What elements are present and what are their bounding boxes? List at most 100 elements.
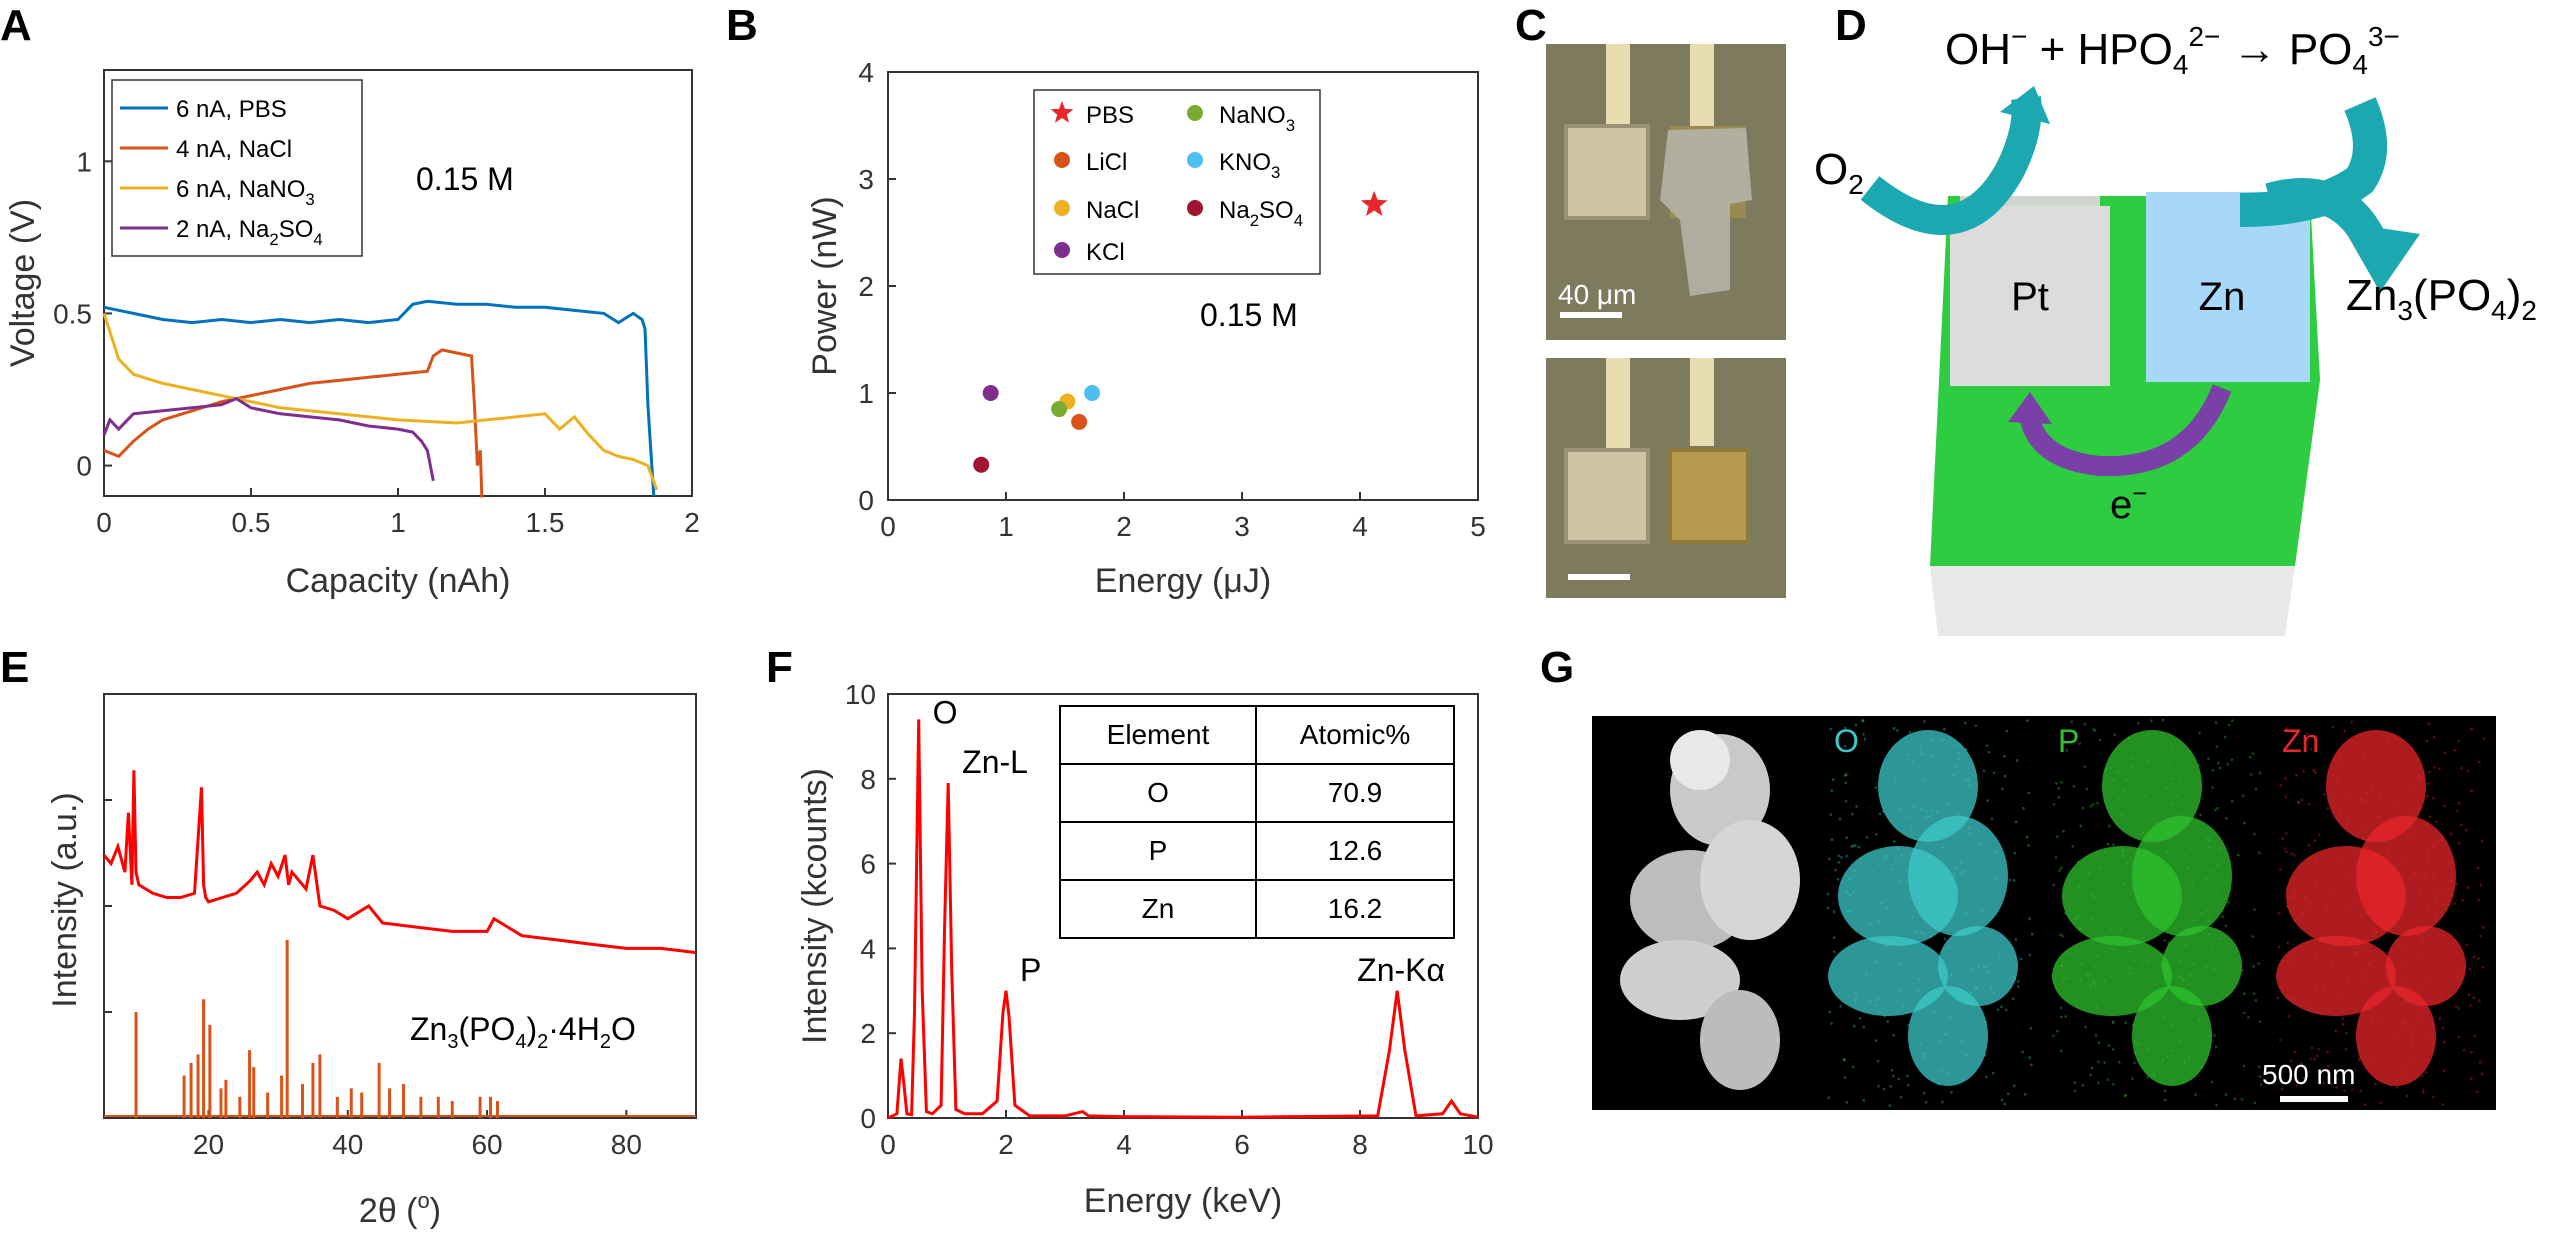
- eds-noise-dot: [2284, 777, 2287, 780]
- eds-noise-dot: [2420, 1074, 2424, 1078]
- eds-noise-dot: [2457, 739, 2461, 743]
- eds-noise-dot: [2207, 757, 2210, 761]
- eds-noise-dot: [2218, 766, 2222, 770]
- eds-noise-dot: [2194, 1093, 2197, 1097]
- eds-noise-dot: [2259, 1083, 2263, 1087]
- eds-noise-dot: [2258, 1075, 2262, 1079]
- eds-noise-dot: [2315, 1054, 2319, 1058]
- eds-noise-dot: [2249, 772, 2253, 776]
- eds-noise-dot: [1832, 910, 1836, 914]
- scale-bar-top: [1560, 312, 1622, 318]
- panel-f-xlabel: Energy (keV): [1084, 1182, 1282, 1220]
- eds-noise-dot: [2254, 998, 2258, 1002]
- panel-f-eds-spectrum: [887, 719, 1479, 1120]
- panel-b-legend-swatch: [1187, 105, 1203, 121]
- panel-a-legend-label: 2 nA, Na2SO4: [176, 216, 323, 249]
- top-right-electrode-lead: [1690, 44, 1714, 132]
- eds-noise-dot: [1838, 817, 1842, 821]
- eds-noise-dot: [2059, 1006, 2063, 1010]
- eds-noise-dot: [1832, 950, 1836, 954]
- eds-noise-dot: [2293, 1050, 2297, 1053]
- eds-noise-dot: [2434, 820, 2438, 824]
- eds-noise-dot: [1874, 786, 1878, 790]
- eds-noise-dot: [2163, 939, 2167, 942]
- eds-noise-dot: [2480, 839, 2484, 843]
- eds-noise-dot: [1862, 1099, 1866, 1102]
- eds-particle: [2356, 816, 2456, 936]
- eds-noise-dot: [2454, 1005, 2458, 1008]
- eds-noise-dot: [2000, 1098, 2004, 1102]
- top-deposit: [1660, 128, 1752, 296]
- eds-noise-dot: [2083, 722, 2087, 726]
- eds-noise-dot: [2092, 728, 2096, 731]
- eds-noise-dot: [1892, 1033, 1896, 1037]
- eds-noise-dot: [2022, 806, 2025, 810]
- eds-noise-dot: [2278, 868, 2282, 871]
- eds-noise-dot: [2221, 915, 2225, 919]
- eds-noise-dot: [2070, 720, 2074, 724]
- eds-noise-dot: [2008, 878, 2012, 882]
- eds-noise-dot: [2421, 1088, 2425, 1092]
- eds-noise-dot: [2027, 844, 2030, 847]
- eds-noise-dot: [1892, 840, 1896, 843]
- eds-noise-dot: [2442, 1069, 2446, 1072]
- panel-b-point-star: [1360, 190, 1388, 216]
- eds-noise-dot: [1943, 937, 1947, 941]
- eds-noise-dot: [2215, 745, 2219, 749]
- eds-noise-dot: [2227, 723, 2231, 727]
- eds-channel-label: O: [1834, 723, 1859, 759]
- panel-a-ytick-label: 0: [76, 451, 92, 482]
- electron-arrow-head: [2008, 392, 2052, 424]
- eds-noise-dot: [2052, 802, 2056, 806]
- panel-b-xtick-label: 0: [880, 511, 896, 542]
- eds-noise-dot: [2251, 935, 2255, 938]
- eds-noise-dot: [2313, 839, 2317, 843]
- eds-noise-dot: [1992, 771, 1996, 775]
- panel-letter-b: B: [726, 1, 758, 50]
- eds-noise-dot: [1845, 836, 1848, 840]
- eds-noise-dot: [1829, 727, 1833, 731]
- eds-noise-dot: [2211, 768, 2215, 772]
- eds-noise-dot: [2258, 771, 2262, 775]
- product-arrow-head: [2340, 222, 2420, 292]
- eds-noise-dot: [1865, 835, 1869, 839]
- eds-noise-dot: [2084, 1025, 2088, 1029]
- eds-noise-dot: [1837, 854, 1841, 858]
- eds-noise-dot: [2431, 796, 2435, 800]
- eds-noise-dot: [2309, 748, 2313, 751]
- eds-noise-dot: [2442, 1040, 2446, 1044]
- eds-noise-dot: [2015, 759, 2019, 762]
- eds-noise-dot: [2334, 1029, 2338, 1033]
- eds-noise-dot: [1828, 857, 1831, 861]
- eds-noise-dot: [2224, 1093, 2228, 1097]
- eds-noise-dot: [1950, 1090, 1953, 1094]
- table-header-cell: Element: [1107, 719, 1210, 750]
- eds-noise-dot: [2479, 934, 2482, 938]
- eds-particle: [2326, 730, 2426, 842]
- panel-b-ytick-label: 4: [858, 57, 874, 88]
- eds-noise-dot: [2083, 765, 2087, 769]
- panel-e-xtick-label: 80: [611, 1129, 642, 1160]
- eds-noise-dot: [2224, 924, 2228, 928]
- eds-noise-dot: [2057, 795, 2061, 799]
- eds-noise-dot: [1974, 724, 1978, 728]
- panel-letter-f: F: [766, 643, 793, 692]
- eds-noise-dot: [2025, 835, 2029, 839]
- eds-noise-dot: [2453, 901, 2457, 905]
- eds-noise-dot: [2252, 992, 2256, 996]
- eds-noise-dot: [2477, 898, 2481, 902]
- eds-noise-dot: [2211, 786, 2214, 790]
- eds-noise-dot: [2210, 1080, 2214, 1084]
- eds-noise-dot: [2003, 1102, 2007, 1106]
- panel-f-ylabel: Intensity (kcounts): [796, 768, 834, 1044]
- eds-noise-dot: [2062, 829, 2065, 833]
- eds-noise-dot: [2094, 1034, 2098, 1037]
- eds-noise-dot: [2107, 1044, 2111, 1047]
- panel-a-xtick-label: 2: [684, 507, 700, 538]
- eds-noise-dot: [2059, 933, 2062, 936]
- eds-noise-dot: [2257, 962, 2261, 965]
- eds-noise-dot: [2096, 1060, 2100, 1064]
- eds-noise-dot: [2457, 801, 2461, 805]
- panel-letter-g: G: [1540, 643, 1574, 692]
- panel-f-ytick-label: 0: [860, 1103, 876, 1134]
